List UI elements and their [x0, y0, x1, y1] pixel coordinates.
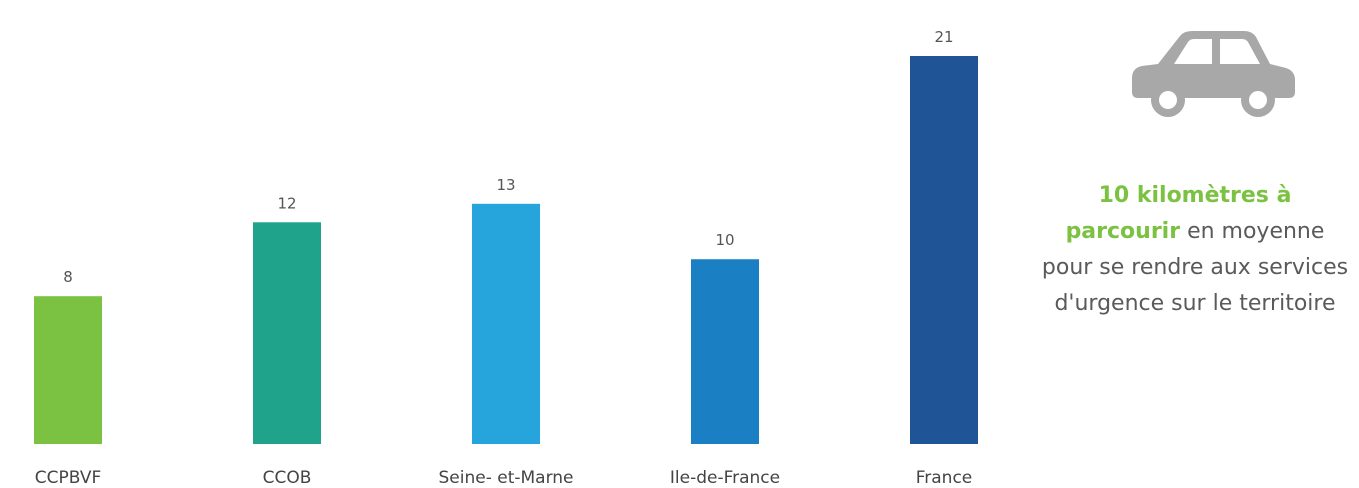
info-panel: 10 kilomètres à parcourir en moyenne pou… — [1040, 20, 1350, 480]
bars-layer — [34, 56, 978, 444]
value-labels-layer: 8 12 13 10 21 — [63, 28, 953, 286]
bar-value-label: 8 — [63, 268, 73, 286]
bar-value-label: 21 — [934, 28, 953, 46]
distance-statement: 10 kilomètres à parcourir en moyenne pou… — [1040, 178, 1350, 322]
category-label: Seine- et-Marne — [438, 468, 573, 488]
bar-value-label: 12 — [277, 194, 296, 212]
bar-value-label: 13 — [496, 176, 515, 194]
category-labels-layer: CCPBVF CCOB Seine- et-Marne Ile-de-France Fr… — [35, 468, 973, 488]
distance-highlight: 10 kilomètres à parcourir — [1065, 183, 1292, 244]
bar-ccpbvf — [34, 296, 102, 444]
category-label: Ile-de-France — [670, 468, 780, 488]
bar-ile-de-france — [691, 259, 759, 444]
bar-value-label: 10 — [715, 231, 734, 249]
bar-chart: 8 12 13 10 21 CCPBVF CCOB Seine- et-Marne Ile-d… — [34, 28, 978, 488]
category-label: France — [916, 468, 973, 488]
category-label: CCPBVF — [35, 468, 102, 488]
bar-seine-et-marne — [472, 203, 540, 444]
car-icon — [1132, 31, 1295, 117]
category-label: CCOB — [263, 468, 312, 488]
bar-ccob — [253, 222, 321, 444]
bar-france — [910, 56, 978, 444]
distance-description: en moyenne pour se rendre aux services d… — [1041, 219, 1349, 316]
